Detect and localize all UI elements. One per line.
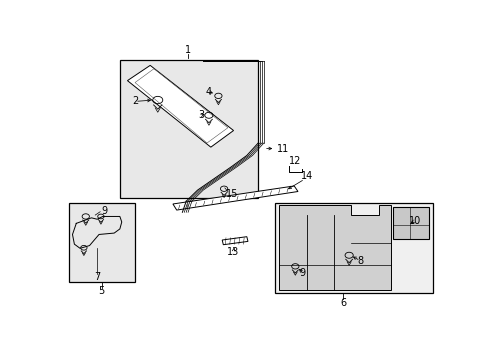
Text: 1: 1 [184,45,191,55]
Text: 9: 9 [299,268,305,278]
Text: 7: 7 [94,273,100,283]
Text: 15: 15 [225,189,237,199]
Text: 3: 3 [198,110,204,120]
Polygon shape [222,237,247,245]
Text: 13: 13 [227,247,239,257]
Text: 10: 10 [408,216,421,226]
Text: 8: 8 [357,256,363,266]
Bar [120,60,258,198]
Bar [68,203,135,282]
Text: 11: 11 [277,144,289,153]
Polygon shape [127,66,233,147]
Text: 9: 9 [102,206,107,216]
Text: 5: 5 [99,286,104,296]
Polygon shape [279,205,390,290]
Text: 6: 6 [340,298,346,308]
Text: 2: 2 [132,96,138,107]
Bar [275,203,432,293]
Polygon shape [173,186,297,210]
Bar [392,207,428,239]
Text: 12: 12 [288,156,301,166]
Text: 4: 4 [205,87,212,97]
Text: 14: 14 [301,171,313,181]
